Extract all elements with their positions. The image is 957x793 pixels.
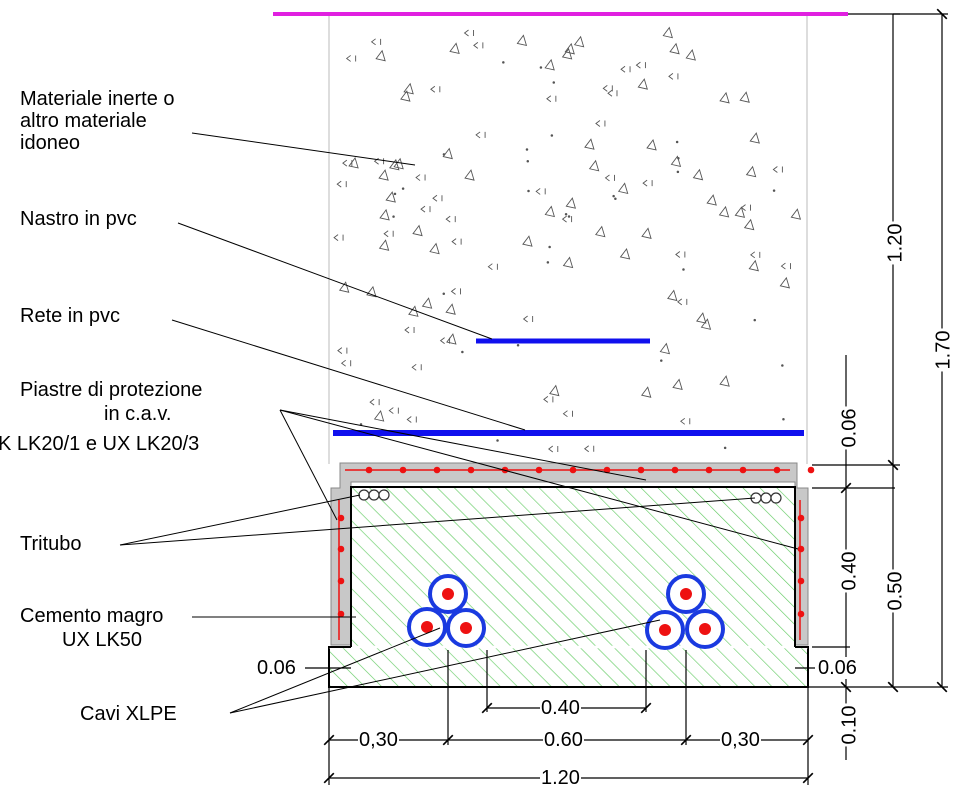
dim-0-40-horizontal: 0.40 <box>540 697 581 719</box>
dim-0-30-right: 0,30 <box>720 729 761 751</box>
dim-1-20-horizontal: 1.20 <box>540 767 581 789</box>
dim-0-40-vertical: 0.40 <box>838 549 861 593</box>
dim-0-06-left: 0.06 <box>256 657 297 679</box>
label-lean-concrete-line1: Cemento magro <box>20 605 164 627</box>
dim-0-10: 0.10 <box>838 703 861 747</box>
dim-0-06-right: 0.06 <box>817 657 858 679</box>
tritube-left <box>358 489 390 501</box>
label-plates-line3: K LK20/1 e UX LK20/3 <box>0 433 200 455</box>
dim-0-60: 0.60 <box>543 729 584 751</box>
dim-1-20-vertical: 1.20 <box>884 221 907 265</box>
tritube-right <box>750 492 782 504</box>
trench-base <box>328 646 809 688</box>
label-lean-concrete-line2: UX LK50 <box>62 629 143 651</box>
dim-0-30-left: 0,30 <box>358 729 399 751</box>
label-inert-material-line3: idoneo <box>20 132 81 154</box>
dim-0-50: 0.50 <box>884 569 907 613</box>
label-inert-material-line2: altro materiale <box>20 110 147 132</box>
label-inert-material-line1: Materiale inerte o <box>20 88 175 110</box>
backfill-texture <box>333 26 802 453</box>
label-xlpe-cables: Cavi XLPE <box>80 703 177 725</box>
label-plates-line1: Piastre di protezione <box>20 379 203 401</box>
dim-1-70: 1.70 <box>932 328 955 372</box>
protection-plates <box>330 462 809 646</box>
label-plates-line2: in c.a.v. <box>104 403 172 425</box>
leader-lines <box>119 132 799 714</box>
label-tritube: Tritubo <box>20 533 82 555</box>
dim-0-06-top: 0.06 <box>838 406 861 450</box>
label-pvc-tape: Nastro in pvc <box>20 208 137 230</box>
label-pvc-mesh: Rete in pvc <box>20 305 121 327</box>
